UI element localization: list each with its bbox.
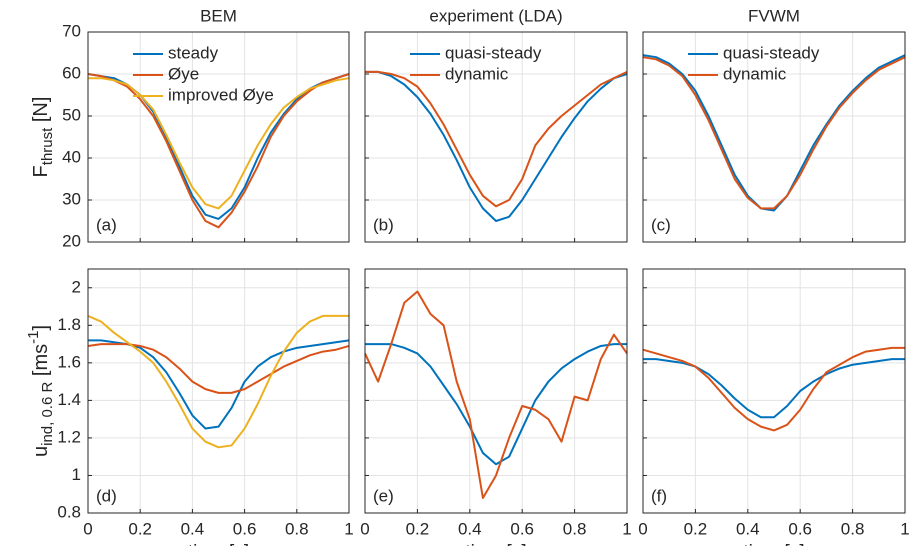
x-tick-label: 0 (360, 519, 369, 538)
y-axis-label: Fthrust [N] (30, 97, 56, 178)
axes-box (87, 268, 350, 514)
y-tick-label: 1.8 (57, 315, 81, 334)
x-tick-label: 0.2 (406, 519, 430, 538)
data-line (87, 73, 350, 229)
data-line (364, 290, 628, 499)
axes-box (364, 31, 628, 243)
y-tick-label: 2 (72, 277, 81, 296)
x-tick-label: 0.4 (458, 519, 482, 538)
y-axis-label-part: [N] (30, 97, 52, 128)
axes-box (364, 268, 628, 514)
panel-label: (a) (96, 215, 117, 234)
x-tick-label: 0 (638, 519, 647, 538)
x-tick-label: 0.8 (285, 519, 309, 538)
plot-area (365, 269, 627, 513)
x-tick-label: 0 (83, 519, 92, 538)
chart-title: experiment (LDA) (429, 6, 562, 25)
y-axis-label-part: u (30, 446, 52, 457)
legend-label: improved Øye (168, 85, 274, 104)
panel-label: (d) (96, 486, 117, 505)
data-line (642, 56, 906, 210)
x-axis-label: time [s] (743, 542, 804, 546)
y-tick-label: 1.2 (57, 427, 81, 446)
axes-box (642, 268, 906, 514)
y-tick-label: 1.4 (57, 390, 81, 409)
x-axis-label: time [s] (188, 542, 249, 546)
y-tick-label: 1 (72, 465, 81, 484)
y-tick-label: 0.8 (57, 502, 81, 521)
x-axis-label: time [s] (465, 542, 526, 546)
axes-box (642, 31, 906, 243)
plot-area (643, 269, 905, 513)
y-axis-label-part: [ms (30, 344, 52, 382)
x-tick-label: 0.2 (684, 519, 708, 538)
plot-area (88, 32, 349, 242)
x-tick-label: 0.4 (736, 519, 760, 538)
data-line (365, 70, 628, 222)
chart-title: BEM (200, 6, 237, 25)
x-tick-label: 1 (622, 519, 631, 538)
x-tick-label: 0.6 (788, 519, 812, 538)
y-tick-label: 70 (62, 21, 81, 40)
data-line (642, 54, 906, 212)
x-tick-label: 0.2 (128, 519, 152, 538)
data-line (365, 343, 627, 466)
x-tick-label: 0.6 (233, 519, 257, 538)
y-axis-label-part: -1 (25, 331, 42, 344)
legend-label: dynamic (445, 64, 509, 83)
legend-label: quasi-steady (445, 43, 542, 62)
legend-label: quasi-steady (723, 43, 820, 62)
plot-area (643, 32, 905, 242)
y-axis-label-part: ] (30, 325, 52, 331)
y-axis-label: uind, 0.6 R [ms-1] (25, 325, 56, 457)
plot-area (88, 269, 349, 513)
x-tick-label: 0.8 (841, 519, 865, 538)
axes-box (87, 31, 350, 243)
chart-title: FVWM (748, 6, 800, 25)
data-line (642, 346, 905, 432)
panel-label: (e) (373, 486, 394, 505)
x-tick-label: 1 (344, 519, 353, 538)
panel-label: (b) (373, 215, 394, 234)
data-line (88, 77, 350, 210)
x-tick-label: 0.6 (510, 519, 534, 538)
x-tick-label: 1 (900, 519, 909, 538)
legend-label: Øye (168, 64, 199, 83)
data-line (643, 358, 905, 419)
legend-label: dynamic (723, 64, 787, 83)
y-tick-label: 20 (62, 231, 81, 250)
y-axis-label-part: ind, 0.6 R (39, 382, 56, 446)
panel-label: (f) (651, 486, 667, 505)
x-tick-label: 0.4 (181, 519, 205, 538)
legend-label: steady (168, 43, 219, 62)
y-axis-label-part: thrust (39, 127, 56, 165)
data-line (365, 70, 628, 208)
y-tick-label: 1.6 (57, 352, 81, 371)
y-axis-label-part: F (30, 165, 52, 177)
y-tick-label: 40 (62, 147, 81, 166)
panel-label: (c) (651, 215, 671, 234)
y-tick-label: 60 (62, 63, 81, 82)
x-tick-label: 0.8 (563, 519, 587, 538)
data-line (87, 314, 349, 449)
y-tick-label: 50 (62, 105, 81, 124)
y-tick-label: 30 (62, 189, 81, 208)
